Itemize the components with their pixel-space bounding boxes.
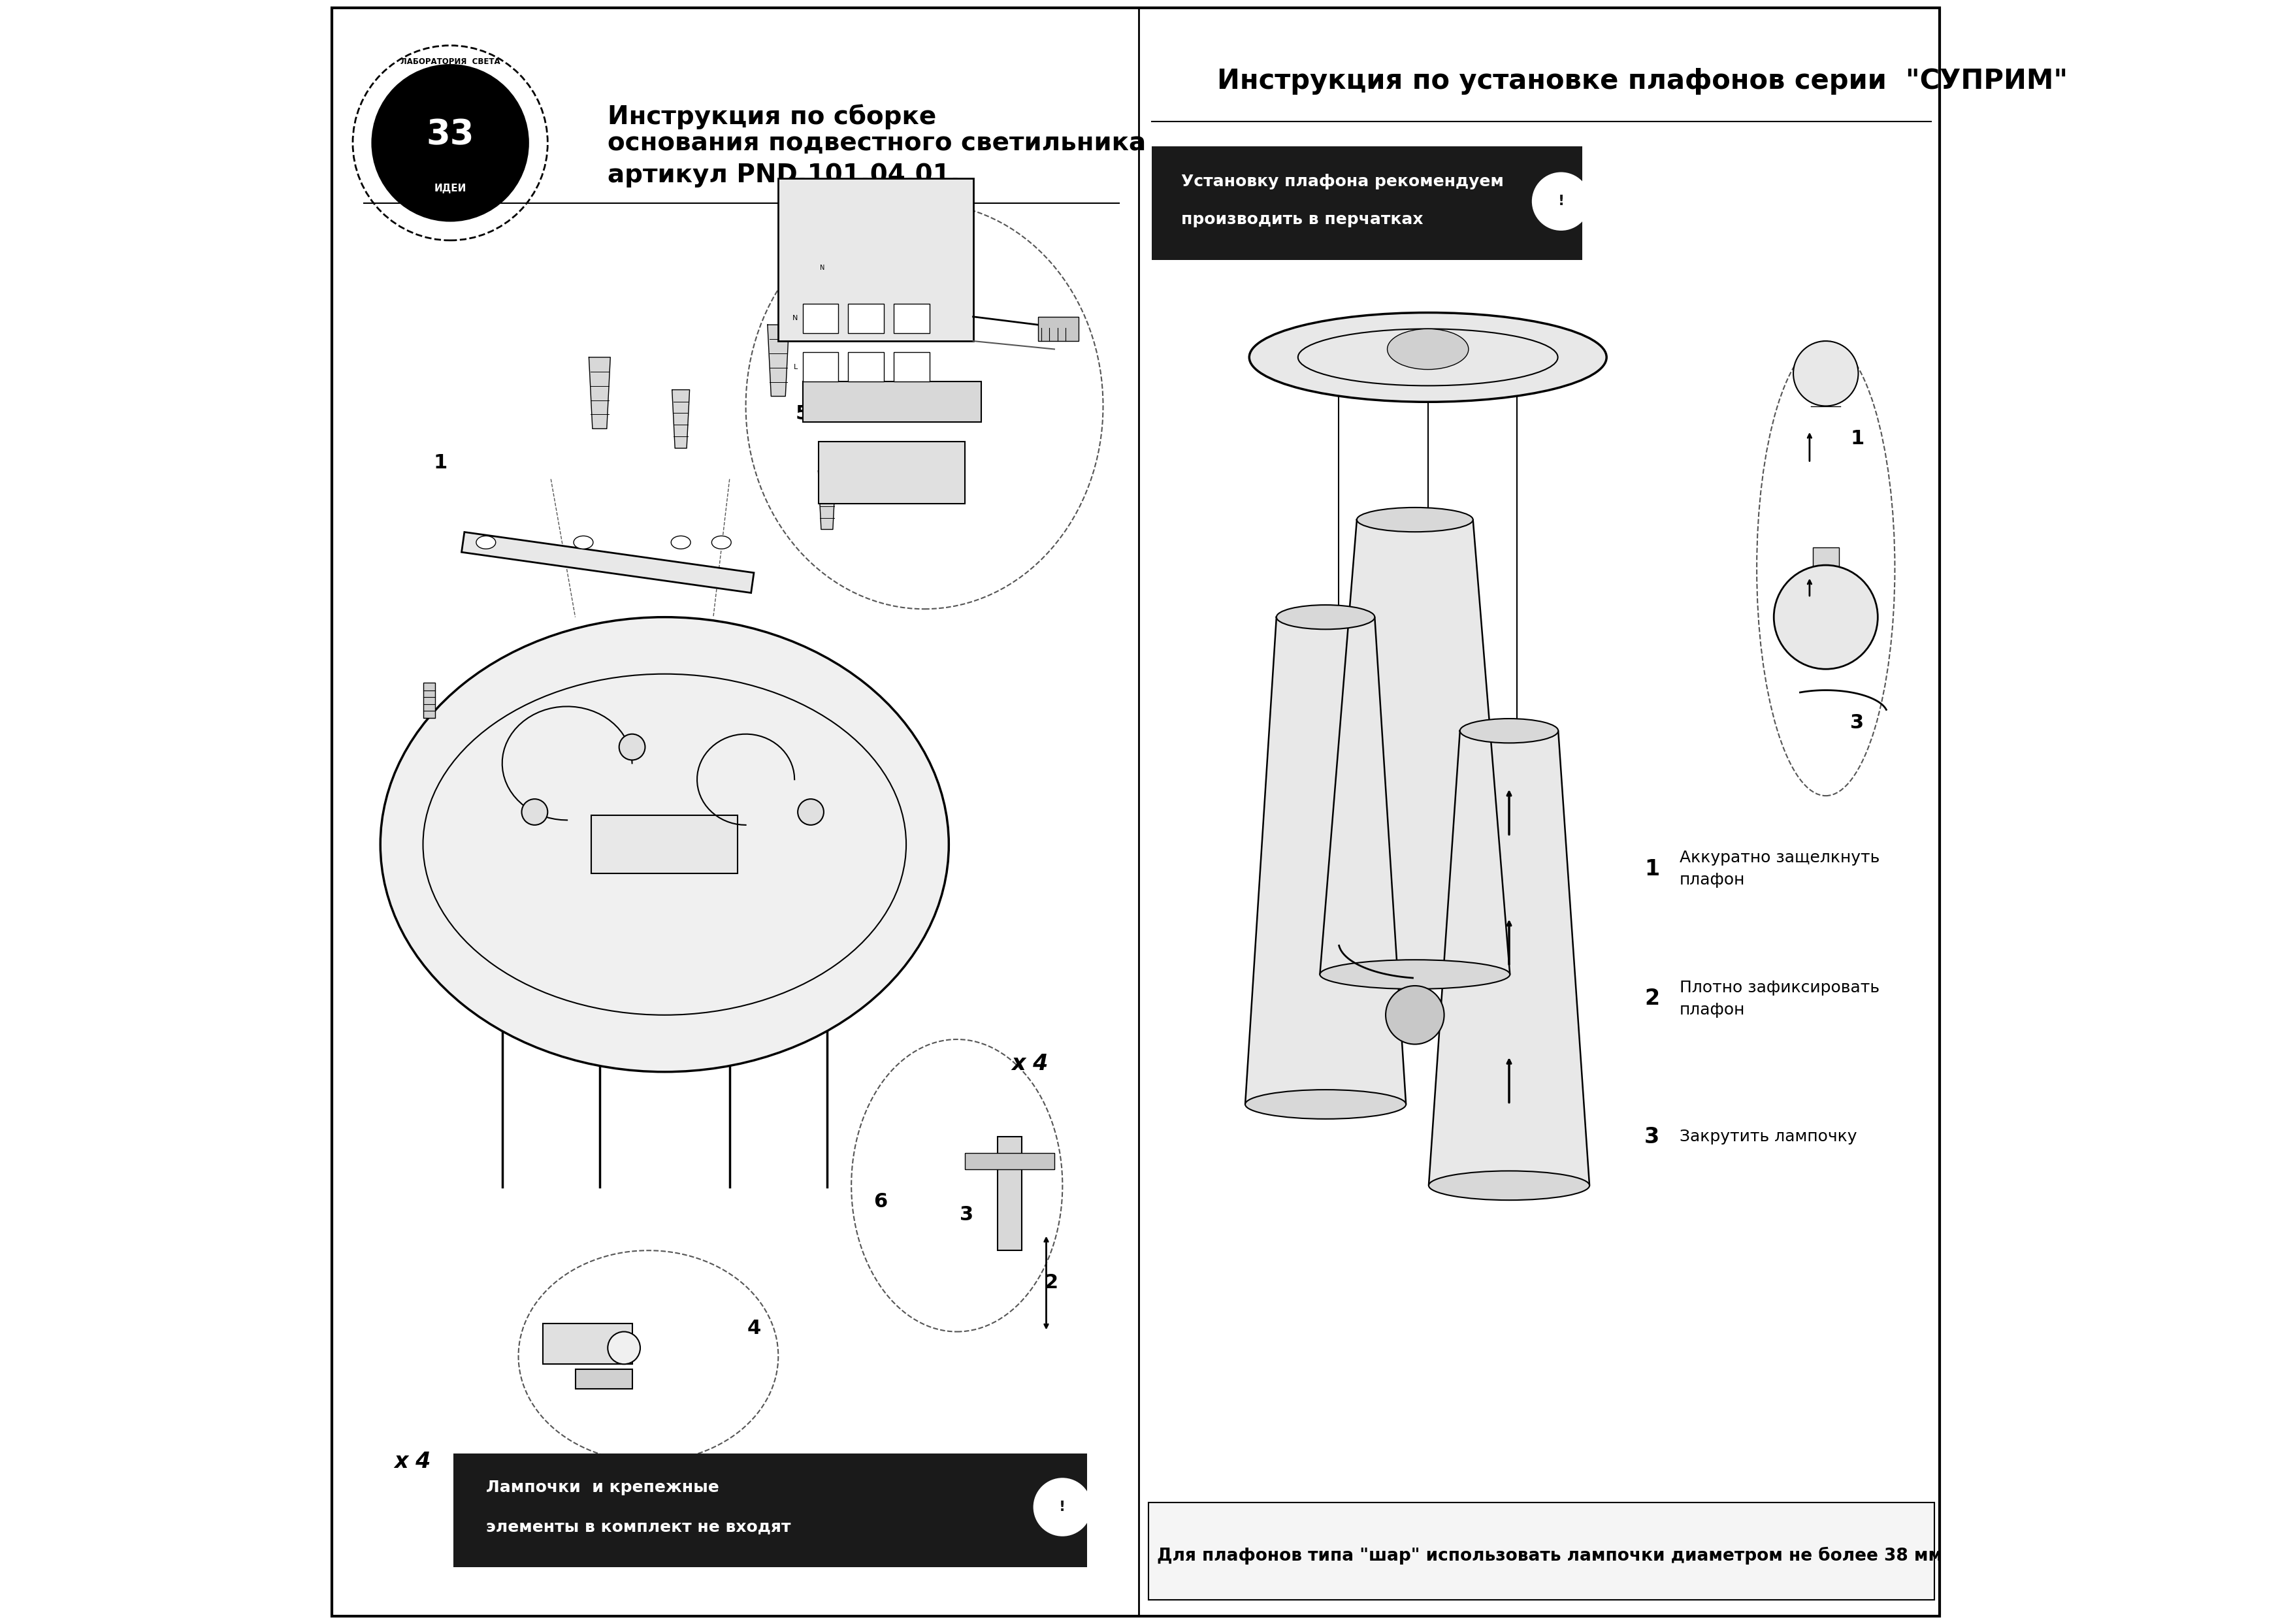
Text: 2: 2: [1646, 987, 1659, 1010]
Ellipse shape: [1276, 606, 1375, 630]
Circle shape: [620, 734, 645, 760]
Ellipse shape: [381, 617, 948, 1072]
Text: 3: 3: [1850, 713, 1864, 732]
Bar: [849, 304, 884, 333]
Text: элементы в комплект не входят: элементы в комплект не входят: [487, 1518, 792, 1535]
Ellipse shape: [1356, 508, 1473, 533]
Text: N: N: [819, 265, 824, 271]
Bar: [803, 352, 838, 382]
Bar: [893, 304, 929, 333]
Text: 2: 2: [1850, 578, 1864, 598]
Bar: [1148, 1502, 1935, 1600]
Bar: [422, 682, 436, 718]
Polygon shape: [1246, 617, 1407, 1104]
Circle shape: [799, 799, 824, 825]
Text: производить в перчатках: производить в перчатках: [1182, 211, 1423, 227]
Text: основания подвестного светильника: основания подвестного светильника: [608, 130, 1145, 156]
Text: Установку плафона рекомендуем: Установку плафона рекомендуем: [1182, 174, 1503, 190]
Ellipse shape: [475, 536, 496, 549]
Bar: [964, 1153, 1053, 1169]
Text: ЛАБОРАТОРИЯ  СВЕТА: ЛАБОРАТОРИЯ СВЕТА: [399, 57, 500, 67]
Polygon shape: [590, 357, 610, 429]
Polygon shape: [767, 325, 789, 396]
Circle shape: [608, 1332, 640, 1364]
Circle shape: [1531, 172, 1590, 231]
Bar: [849, 352, 884, 382]
Bar: [893, 352, 929, 382]
Text: N: N: [792, 315, 799, 322]
Bar: [803, 304, 838, 333]
Polygon shape: [672, 390, 689, 448]
Bar: [576, 1369, 631, 1389]
Bar: [803, 382, 982, 422]
Text: 1: 1: [1646, 857, 1659, 880]
Text: 3: 3: [959, 1205, 973, 1224]
Circle shape: [1792, 341, 1859, 406]
Text: 1: 1: [434, 453, 448, 473]
Ellipse shape: [670, 536, 691, 549]
Text: !: !: [1060, 1501, 1065, 1514]
Text: !: !: [1558, 195, 1565, 208]
Ellipse shape: [574, 536, 592, 549]
Text: Для плафонов типа "шар" использовать лампочки диаметром не более 38 мм: Для плафонов типа "шар" использовать лам…: [1157, 1548, 1942, 1564]
Circle shape: [1386, 986, 1444, 1044]
Text: 3: 3: [1646, 1125, 1659, 1148]
Ellipse shape: [1248, 312, 1606, 401]
Text: 1: 1: [1850, 429, 1864, 448]
Text: L: L: [794, 364, 799, 370]
Ellipse shape: [1386, 328, 1469, 370]
Bar: [819, 442, 964, 503]
Text: ИДЕИ: ИДЕИ: [434, 184, 466, 193]
Circle shape: [1033, 1478, 1092, 1536]
Text: Инструкция по сборке: Инструкция по сборке: [608, 104, 936, 130]
Text: 33: 33: [427, 119, 475, 151]
Bar: [544, 1324, 631, 1364]
Text: артикул PND.101.04.01.: артикул PND.101.04.01.: [608, 162, 959, 188]
Bar: [461, 533, 753, 593]
Polygon shape: [819, 471, 835, 529]
Ellipse shape: [1460, 718, 1558, 742]
Circle shape: [372, 65, 528, 221]
Text: 4: 4: [746, 1319, 762, 1338]
Ellipse shape: [711, 536, 732, 549]
Text: 6: 6: [874, 1192, 888, 1212]
Ellipse shape: [1430, 1171, 1590, 1200]
Bar: [998, 1137, 1021, 1250]
Bar: [778, 179, 973, 341]
Text: x 4: x 4: [395, 1450, 431, 1473]
Text: 2: 2: [1044, 1273, 1058, 1293]
Polygon shape: [1320, 520, 1510, 974]
Ellipse shape: [1320, 960, 1510, 989]
Text: 5: 5: [796, 404, 810, 424]
Text: Аккуратно защелкнуть
плафон: Аккуратно защелкнуть плафон: [1680, 849, 1880, 888]
Text: Инструкция по установке плафонов серии  "СУПРИМ": Инструкция по установке плафонов серии "…: [1216, 68, 2068, 94]
Text: Лампочки  и крепежные: Лампочки и крепежные: [487, 1479, 718, 1496]
Text: Плотно зафиксировать
плафон: Плотно зафиксировать плафон: [1680, 979, 1880, 1018]
Bar: [592, 815, 737, 874]
Polygon shape: [1430, 731, 1590, 1186]
FancyBboxPatch shape: [1152, 146, 1581, 260]
Text: x 4: x 4: [1012, 1052, 1049, 1075]
Circle shape: [521, 799, 549, 825]
Circle shape: [1774, 565, 1877, 669]
FancyBboxPatch shape: [454, 1453, 1088, 1567]
Bar: [1037, 317, 1079, 341]
Bar: [1813, 547, 1838, 577]
Ellipse shape: [1246, 1090, 1407, 1119]
Text: Закрутить лампочку: Закрутить лампочку: [1680, 1129, 1857, 1145]
